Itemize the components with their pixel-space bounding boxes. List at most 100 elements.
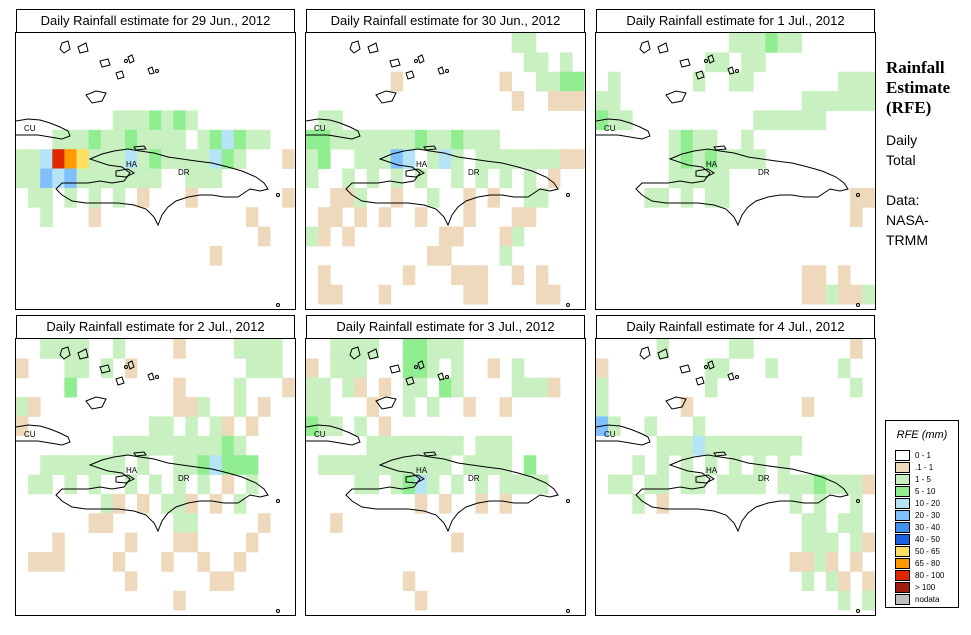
rain-cell <box>378 284 392 305</box>
rain-cell <box>197 552 210 572</box>
rain-cell <box>137 187 150 208</box>
legend-item: 40 - 50 <box>895 534 957 545</box>
rain-cell <box>245 339 259 359</box>
rain-cell <box>451 129 464 150</box>
rain-cell <box>318 416 331 437</box>
rain-cell <box>427 455 440 475</box>
legend-item: 20 - 30 <box>895 510 957 521</box>
rain-cell <box>535 71 549 92</box>
rain-cell <box>137 110 150 131</box>
island-dot <box>276 499 280 503</box>
rain-cell <box>850 474 863 495</box>
rain-cell <box>753 110 766 131</box>
rain-cell <box>149 129 162 150</box>
rain-cell <box>185 455 198 475</box>
rain-cell <box>535 52 549 73</box>
rfe-legend: RFE (mm) 0 - 1 .1 - 1 1 - 5 5 - 10 10 - 20 20… <box>885 420 959 608</box>
rain-cell <box>149 474 162 495</box>
rain-cell <box>64 358 77 379</box>
legend-swatch <box>895 594 910 605</box>
rain-cell <box>330 358 343 379</box>
rain-cell <box>52 339 65 359</box>
rain-cell <box>185 187 198 208</box>
rain-cell <box>52 149 65 169</box>
rain-cell <box>318 377 331 398</box>
rain-cell <box>680 435 694 456</box>
rain-cell <box>608 71 621 92</box>
rain-cell <box>354 455 367 475</box>
rain-cell <box>245 358 259 379</box>
coastline <box>133 451 147 457</box>
rain-cell <box>124 571 138 592</box>
rain-cell <box>511 91 525 111</box>
rain-cell <box>209 129 223 150</box>
rain-cell <box>112 110 126 131</box>
coastline <box>375 90 397 104</box>
rain-cell <box>330 513 343 533</box>
island-dot <box>276 193 280 197</box>
coastline <box>147 66 155 75</box>
island-dot <box>124 365 128 369</box>
rain-cell <box>535 149 549 169</box>
island-dot <box>445 375 449 379</box>
country-label-cu: CU <box>314 430 326 439</box>
coastline <box>437 372 445 381</box>
rain-cell <box>330 187 343 208</box>
rain-cell <box>330 129 343 150</box>
rain-cell <box>306 358 319 379</box>
rain-cell <box>342 377 355 398</box>
coastline <box>349 40 361 54</box>
rain-cell <box>64 339 77 359</box>
island-dot <box>704 365 708 369</box>
rain-cell <box>644 416 657 437</box>
rain-cell <box>161 552 174 572</box>
rain-cell <box>813 284 827 305</box>
panel-5-map: CU HA DR <box>305 338 586 616</box>
rainfall-map: CU HA DR <box>16 40 295 307</box>
rain-cell <box>825 284 839 305</box>
rain-cell <box>378 416 392 437</box>
rain-cell <box>185 532 198 553</box>
rain-cell <box>282 187 295 208</box>
rain-cell <box>414 455 428 475</box>
rain-cell <box>850 284 863 305</box>
rain-cell <box>511 33 525 53</box>
rain-cell <box>451 168 464 189</box>
rain-cell <box>463 187 476 208</box>
rain-cell <box>439 226 452 247</box>
country-label-ha: HA <box>126 466 138 475</box>
rain-cell <box>197 455 210 475</box>
rain-cell <box>112 435 126 456</box>
island-dot <box>155 375 159 379</box>
rain-cell <box>789 110 803 131</box>
coastline <box>367 348 379 360</box>
total-label: Total <box>886 152 916 168</box>
rain-cell <box>668 149 682 169</box>
panel-2-title: Daily Rainfall estimate for 30 Jun., 201… <box>306 9 585 33</box>
coastline <box>55 454 269 533</box>
coastline <box>59 40 71 54</box>
rain-cell <box>825 532 839 553</box>
rain-cell <box>644 474 657 495</box>
island-dot <box>735 69 739 73</box>
legend-swatch <box>895 570 910 581</box>
country-label-dr: DR <box>178 474 190 483</box>
rain-cell <box>402 474 416 495</box>
rain-cell <box>185 493 198 514</box>
rain-cell <box>499 71 513 92</box>
rain-cell <box>402 358 416 379</box>
rain-cell <box>233 455 247 475</box>
coastline <box>596 424 651 446</box>
rain-cell <box>233 149 247 169</box>
rain-cell <box>414 377 428 398</box>
rain-cell <box>523 52 537 73</box>
rain-cell <box>306 168 319 189</box>
coastline <box>635 454 849 533</box>
coastline <box>133 145 147 151</box>
rain-cell <box>717 52 730 73</box>
rain-cell <box>318 207 331 227</box>
rain-cell <box>100 493 114 514</box>
island-dot <box>566 193 570 197</box>
rain-cell <box>137 168 150 189</box>
legend-label: 80 - 100 <box>915 571 945 580</box>
